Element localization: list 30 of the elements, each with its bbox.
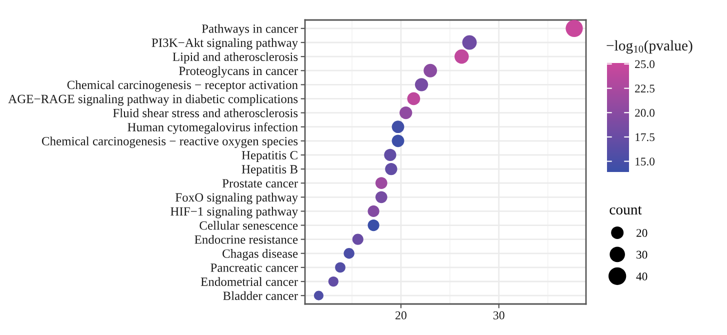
y-tick-label: Hepatitis C <box>242 151 298 162</box>
y-tick-label: AGE−RAGE signaling pathway in diabetic complications <box>8 94 298 106</box>
y-tick-label: Chemical carcinogenesis − receptor activation <box>67 80 298 92</box>
y-tick-label: FoxO signaling pathway <box>176 192 298 204</box>
legend-label: 20 <box>636 229 648 237</box>
color-bar-label: 22.5 <box>635 84 655 93</box>
legend-label: 30 <box>636 250 648 259</box>
y-tick-label: Human cytomegalovirus infection <box>128 122 298 134</box>
y-tick-label: Cellular senescence <box>200 220 298 230</box>
y-tick-label: Lipid and atherosclerosis <box>172 52 298 64</box>
y-tick-label: Fluid shear stress and atherosclerosis <box>113 108 298 118</box>
y-tick-label: Hepatitis B <box>242 165 298 176</box>
y-tick-label: Chagas disease <box>222 249 298 260</box>
color-bar-label: 15.0 <box>636 158 655 166</box>
y-tick-label: Endocrine resistance <box>194 234 298 244</box>
color-bar-label: 25.0 <box>635 60 655 68</box>
y-tick-label: Endometrial cancer <box>200 277 298 286</box>
y-tick-label: HIF−1 signaling pathway <box>170 206 298 218</box>
color-bar-title: −log$_{10}$(pvalue) <box>606 40 692 54</box>
legend-title: count <box>610 206 642 215</box>
y-tick-label: Proteoglycans in cancer <box>179 66 298 78</box>
color-bar-label: 17.5 <box>636 133 655 142</box>
y-tick-label: Chemical carcinogenesis − reactive oxygen species <box>42 136 298 148</box>
y-tick-label: Prostate cancer <box>222 179 298 188</box>
color-bar-label: 20.0 <box>635 108 655 117</box>
y-tick-label: PI3K−Akt signaling pathway <box>152 38 298 50</box>
y-tick-label: Bladder cancer <box>223 291 298 300</box>
y-tick-label: Pathways in cancer <box>202 24 298 36</box>
y-tick-label: Pancreatic cancer <box>210 264 298 272</box>
legend-label: 40 <box>636 272 648 280</box>
